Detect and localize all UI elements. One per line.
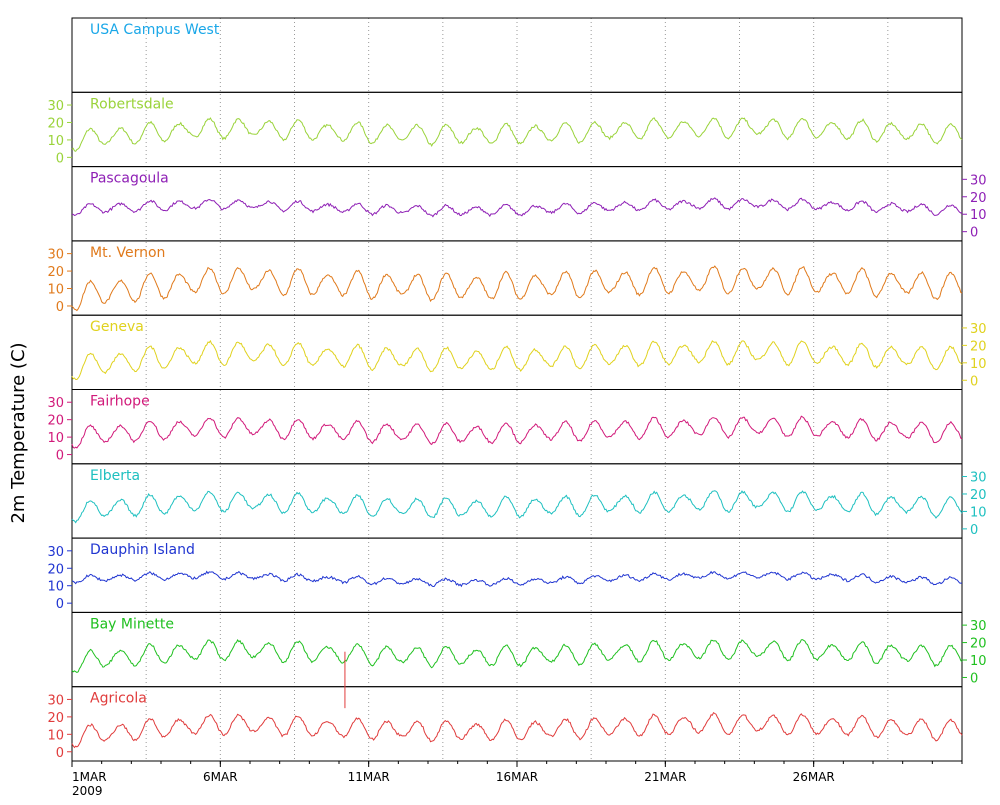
y-tick-label: 20 bbox=[47, 711, 64, 726]
y-tick-label: 10 bbox=[970, 357, 987, 372]
y-tick-label: 0 bbox=[56, 449, 64, 464]
series-line bbox=[71, 711, 963, 749]
y-tick-label: 0 bbox=[970, 523, 978, 538]
y-tick-label: 30 bbox=[47, 693, 64, 708]
y-tick-label: 20 bbox=[970, 637, 987, 652]
y-tick-label: 30 bbox=[970, 471, 987, 486]
y-tick-label: 30 bbox=[47, 99, 64, 114]
panel-title: USA Campus West bbox=[90, 22, 220, 38]
y-tick-label: 30 bbox=[47, 396, 64, 411]
series-line bbox=[71, 415, 963, 449]
y-tick-label: 10 bbox=[47, 283, 64, 298]
panel-title: Elberta bbox=[90, 468, 140, 484]
y-tick-label: 30 bbox=[970, 173, 987, 188]
series-line bbox=[71, 197, 963, 218]
panel-title: Agricola bbox=[90, 691, 147, 707]
x-tick-label: 21MAR bbox=[644, 770, 686, 784]
y-tick-label: 10 bbox=[47, 134, 64, 149]
x-tick-label: 16MAR bbox=[496, 770, 538, 784]
x-tick-label: 11MAR bbox=[348, 770, 390, 784]
panel-title: Robertsdale bbox=[90, 96, 174, 112]
y-tick-label: 20 bbox=[970, 488, 987, 503]
y-tick-label: 20 bbox=[47, 562, 64, 577]
y-tick-label: 20 bbox=[47, 414, 64, 429]
y-tick-label: 0 bbox=[56, 300, 64, 315]
y-tick-label: 0 bbox=[56, 151, 64, 166]
y-tick-label: 20 bbox=[47, 265, 64, 280]
panel-frame bbox=[71, 611, 963, 688]
panel-title: Bay Minette bbox=[90, 616, 174, 632]
panel-title: Geneva bbox=[90, 319, 144, 335]
panel-title: Dauphin Island bbox=[90, 542, 195, 558]
series-line bbox=[71, 339, 963, 380]
series-line bbox=[71, 265, 963, 312]
panel-frame bbox=[71, 166, 963, 242]
y-tick-label: 0 bbox=[970, 374, 978, 389]
panel-frame bbox=[71, 686, 963, 762]
y-tick-label: 10 bbox=[970, 505, 987, 520]
y-tick-label: 30 bbox=[47, 248, 64, 263]
y-tick-label: 30 bbox=[970, 619, 987, 634]
panel-title: Fairhope bbox=[90, 394, 150, 410]
y-tick-label: 10 bbox=[47, 580, 64, 595]
y-tick-label: 10 bbox=[970, 208, 987, 223]
series-line bbox=[71, 117, 963, 152]
y-tick-label: 0 bbox=[56, 597, 64, 612]
y-tick-label: 10 bbox=[47, 431, 64, 446]
series-line bbox=[71, 570, 963, 588]
panel-title: Pascagoula bbox=[90, 171, 169, 187]
y-tick-label: 10 bbox=[970, 654, 987, 669]
x-tick-sublabel: 2009 bbox=[72, 784, 103, 798]
panel-title: Mt. Vernon bbox=[90, 245, 165, 261]
y-tick-label: 20 bbox=[47, 116, 64, 131]
series-line bbox=[71, 490, 963, 524]
y-tick-label: 30 bbox=[47, 545, 64, 560]
y-tick-label: 20 bbox=[970, 191, 987, 206]
y-tick-label: 30 bbox=[970, 322, 987, 337]
series-line bbox=[71, 639, 963, 673]
y-tick-label: 20 bbox=[970, 339, 987, 354]
y-axis-label: 2m Temperature (C) bbox=[8, 342, 29, 523]
x-tick-label: 26MAR bbox=[793, 770, 835, 784]
y-tick-label: 0 bbox=[970, 671, 978, 686]
x-tick-label: 6MAR bbox=[203, 770, 238, 784]
x-tick-label: 1MAR bbox=[72, 770, 107, 784]
y-tick-label: 0 bbox=[970, 226, 978, 241]
panel-frame bbox=[71, 91, 963, 168]
y-tick-label: 0 bbox=[56, 746, 64, 761]
y-tick-label: 10 bbox=[47, 728, 64, 743]
